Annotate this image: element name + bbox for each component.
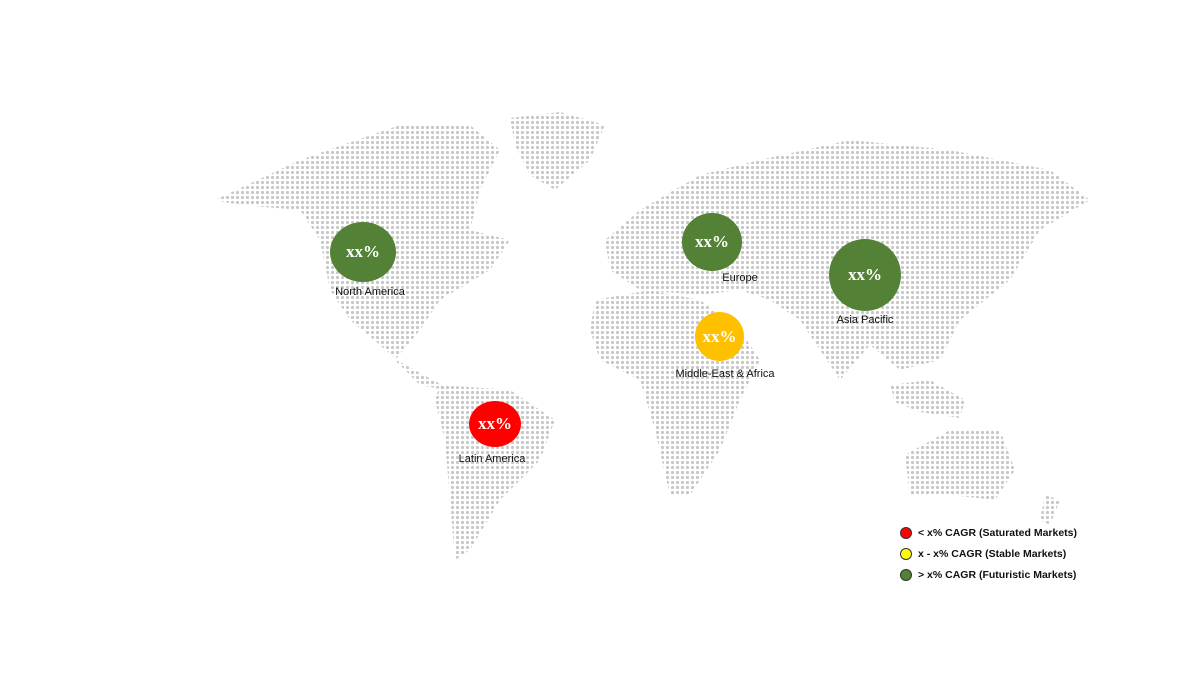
region-bubble-asia-pacific: xx% xyxy=(829,239,901,311)
region-label-north-america: North America xyxy=(335,286,405,298)
continent-new-zealand xyxy=(1040,495,1060,525)
legend-item-futuristic: > x% CAGR (Futuristic Markets) xyxy=(900,564,1077,585)
region-label-latin-america: Latin America xyxy=(458,453,526,465)
legend-label: x - x% CAGR (Stable Markets) xyxy=(918,547,1067,560)
region-bubble-europe: xx% xyxy=(682,213,742,271)
legend-label: < x% CAGR (Saturated Markets) xyxy=(918,526,1078,539)
legend-label: > x% CAGR (Futuristic Markets) xyxy=(918,568,1077,581)
region-bubble-north-america: xx% xyxy=(330,222,396,282)
legend-item-saturated: < x% CAGR (Saturated Markets) xyxy=(900,522,1077,543)
region-label-asia-pacific: Asia Pacific xyxy=(836,314,894,326)
legend-swatch-red xyxy=(900,526,912,539)
legend-swatch-green xyxy=(900,568,912,581)
continent-south-america xyxy=(435,385,555,560)
continent-southeast-asia-islands xyxy=(890,380,965,418)
legend-item-stable: x - x% CAGR (Stable Markets) xyxy=(900,543,1077,564)
continent-australia xyxy=(905,430,1015,500)
region-bubble-middle-east-africa: xx% xyxy=(695,312,744,361)
legend-swatch-yellow xyxy=(900,547,912,560)
region-label-europe: Europe xyxy=(722,272,758,284)
region-bubble-latin-america: xx% xyxy=(469,401,521,447)
continent-greenland xyxy=(510,112,605,190)
legend: < x% CAGR (Saturated Markets) x - x% CAG… xyxy=(900,522,1077,585)
region-label-middle-east-africa: Middle-East & Africa xyxy=(675,368,775,380)
